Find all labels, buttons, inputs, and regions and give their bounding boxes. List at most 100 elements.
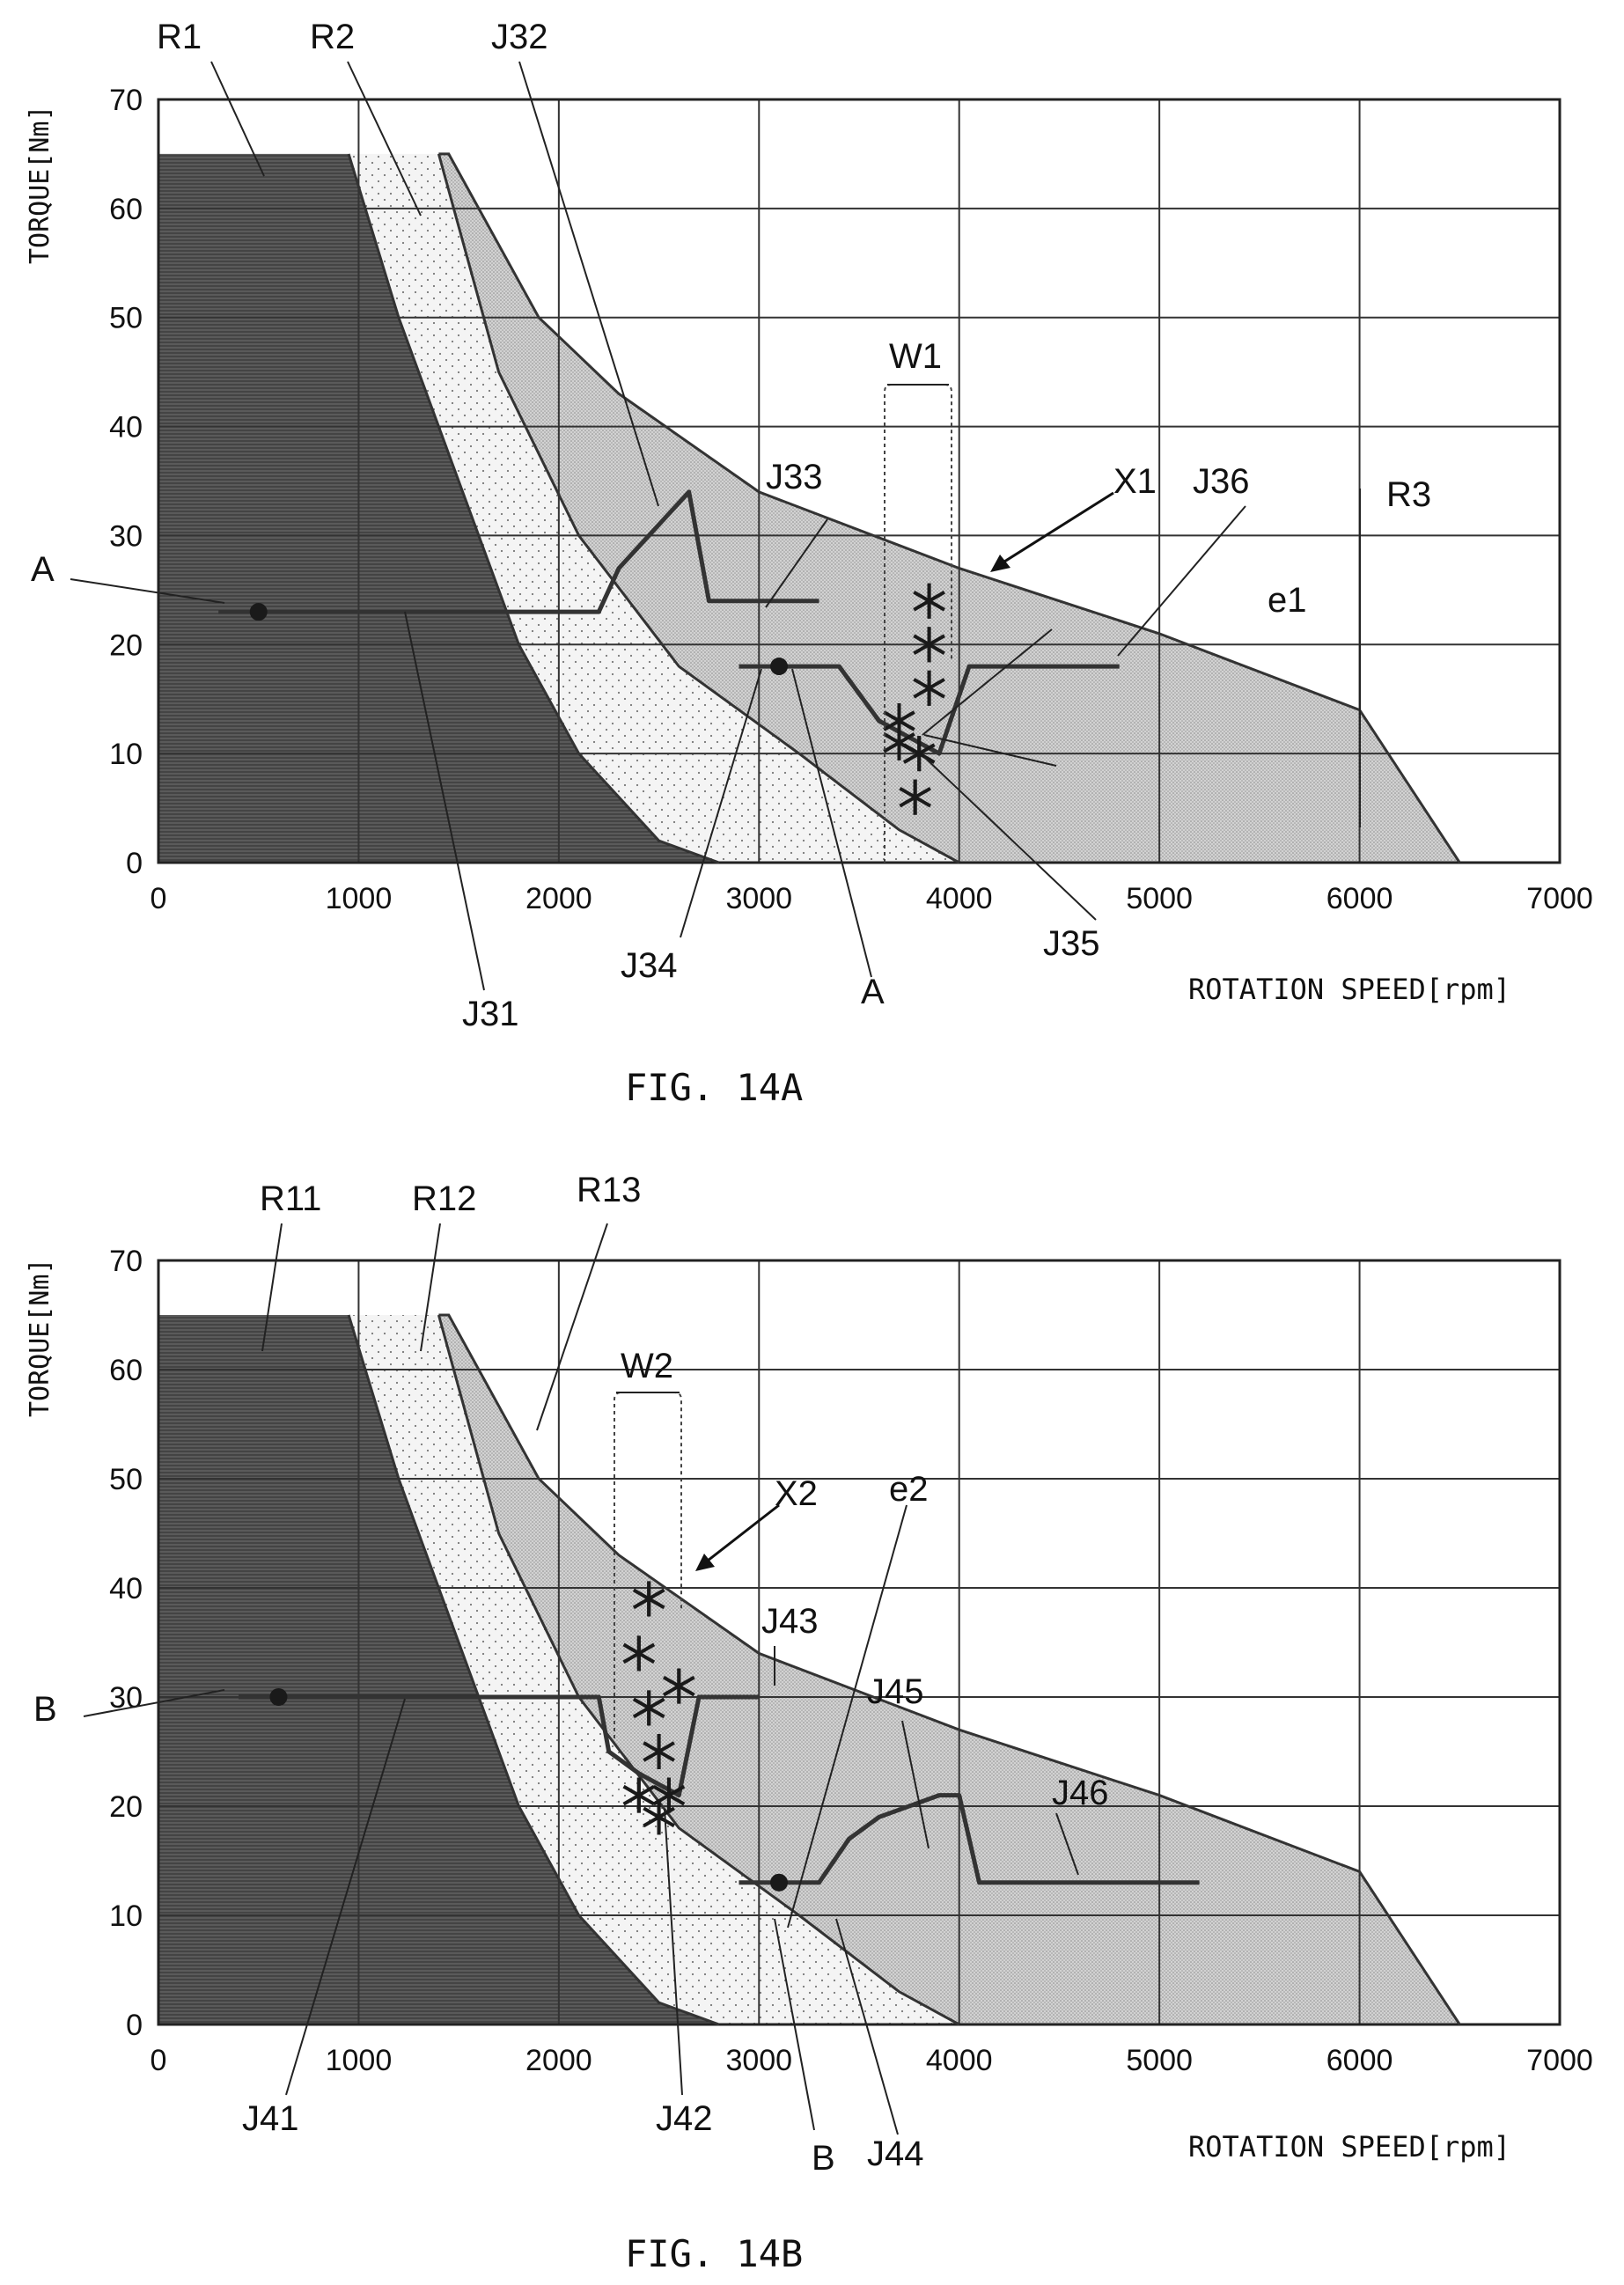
boundaries-14a (347, 152, 1461, 864)
label-e2: e2 (889, 1470, 929, 1509)
star-marker (632, 1690, 665, 1726)
label-j31: J31 (462, 995, 519, 1033)
x-tick-label: 4000 (926, 882, 993, 915)
x1-arrowhead (990, 555, 1010, 572)
label-x2: X2 (775, 1474, 818, 1513)
boundary-line-3 (438, 1313, 1461, 2025)
star-marker (643, 1734, 675, 1769)
label-b-bottom: B (812, 2139, 835, 2178)
y-tick-label: 10 (109, 1899, 143, 1933)
x-tick-label: 6000 (1326, 882, 1393, 915)
y-tick-label: 30 (109, 1681, 143, 1715)
label-a-bottom: A (861, 973, 885, 1011)
x-tick-label: 7000 (1526, 2044, 1593, 2077)
x2-arrow (699, 1503, 780, 1569)
operating-point-dot (249, 603, 268, 621)
operating-point-dot (770, 1873, 789, 1892)
star-marker (643, 1799, 675, 1835)
y-tick-label: 0 (126, 847, 143, 880)
label-j36: J36 (1193, 462, 1250, 501)
star-marker (662, 1668, 695, 1704)
x-tick-label: 5000 (1126, 2044, 1193, 2077)
label-j33: J33 (766, 458, 823, 496)
region-r13 (438, 1315, 1460, 2024)
x1-arrow (994, 491, 1114, 569)
ticks-14a: 0 1000 2000 3000 4000 5000 6000 7000 0 10 20 30 40 50… (109, 84, 1593, 915)
boundary-line-1 (347, 1314, 720, 2026)
label-a-left: A (31, 550, 55, 589)
label-r12: R12 (412, 1179, 476, 1218)
boundary-line-1 (347, 153, 720, 864)
leader-lines-14a (70, 61, 1361, 991)
label-r13: R13 (577, 1171, 641, 1209)
y-tick-label: 50 (109, 1463, 143, 1496)
operating-line-1 (239, 1694, 760, 1798)
x-tick-label: 0 (151, 882, 167, 915)
y-tick-label: 60 (109, 1354, 143, 1387)
label-r2: R2 (310, 18, 355, 56)
leader-lines-14b (83, 1223, 1079, 2135)
dot-markers-14b (269, 1688, 789, 1892)
label-j32: J32 (491, 18, 548, 56)
figure-label-14a: FIG. 14A (625, 1066, 803, 1109)
grid-14a (157, 98, 1562, 864)
label-e1: e1 (1268, 581, 1307, 620)
y-axis-label-14a: TORQUE[Nm] (25, 105, 55, 264)
operating-lines-14b (239, 1694, 1200, 1885)
region-r11 (158, 1315, 719, 2024)
x-tick-label: 5000 (1126, 882, 1193, 915)
x-axis-label-14a: ROTATION SPEED[rpm] (1188, 973, 1510, 1006)
label-j41: J41 (242, 2099, 299, 2138)
dot-markers-14a (249, 603, 789, 676)
x-tick-label: 1000 (326, 2044, 393, 2077)
star-marker (622, 1635, 656, 1672)
x-tick-label: 3000 (725, 2044, 792, 2077)
x-tick-label: 7000 (1526, 882, 1593, 915)
region-r3 (438, 153, 1460, 863)
chart-14a: 0 1000 2000 3000 4000 5000 6000 7000 0 10 20 30 40 50… (25, 18, 1593, 1109)
star-marker (913, 627, 945, 663)
y-tick-label: 20 (109, 628, 143, 662)
operating-point-dot (770, 658, 789, 676)
plot-frame-14a (157, 98, 1562, 864)
operating-point-dot (269, 1688, 288, 1706)
region-r2 (349, 153, 959, 863)
chart-14b: 0 1000 2000 3000 4000 5000 6000 7000 0 10 20 30 40 50… (25, 1171, 1593, 2275)
star-markers-14a (883, 583, 945, 815)
ticks-14b: 0 1000 2000 3000 4000 5000 6000 7000 0 10 20 30 40 50… (109, 1245, 1593, 2077)
star-marker (913, 583, 945, 619)
y-tick-label: 10 (109, 738, 143, 771)
boundary-line-2 (437, 153, 960, 864)
y-tick-label: 40 (109, 411, 143, 445)
label-x1: X1 (1113, 462, 1157, 501)
x-tick-label: 2000 (525, 882, 592, 915)
x-tick-label: 2000 (525, 2044, 592, 2077)
label-j35: J35 (1043, 924, 1100, 963)
y-tick-label: 50 (109, 302, 143, 335)
star-marker (899, 779, 932, 815)
operating-line-1 (218, 489, 819, 614)
label-j46: J46 (1052, 1774, 1109, 1812)
label-w2: W2 (621, 1347, 673, 1385)
label-j43: J43 (761, 1602, 819, 1641)
y-tick-label: 30 (109, 519, 143, 553)
star-markers-14b (622, 1581, 695, 1835)
y-tick-label: 70 (109, 1245, 143, 1278)
region-r12 (349, 1315, 959, 2024)
y-tick-label: 20 (109, 1790, 143, 1824)
x-tick-label: 3000 (725, 882, 792, 915)
y-axis-label-14b: TORQUE[Nm] (25, 1258, 55, 1417)
region-r1 (158, 153, 719, 863)
star-marker (902, 736, 936, 772)
star-marker (632, 1581, 665, 1617)
label-r1: R1 (157, 18, 202, 56)
x-tick-label: 1000 (326, 882, 393, 915)
y-tick-label: 60 (109, 193, 143, 226)
boundaries-14b (347, 1313, 1461, 2026)
label-w1: W1 (889, 337, 942, 376)
star-marker (883, 724, 915, 760)
boundary-line-3 (438, 152, 1461, 863)
label-j45: J45 (867, 1672, 924, 1711)
plot-frame-14b (157, 1259, 1562, 2026)
